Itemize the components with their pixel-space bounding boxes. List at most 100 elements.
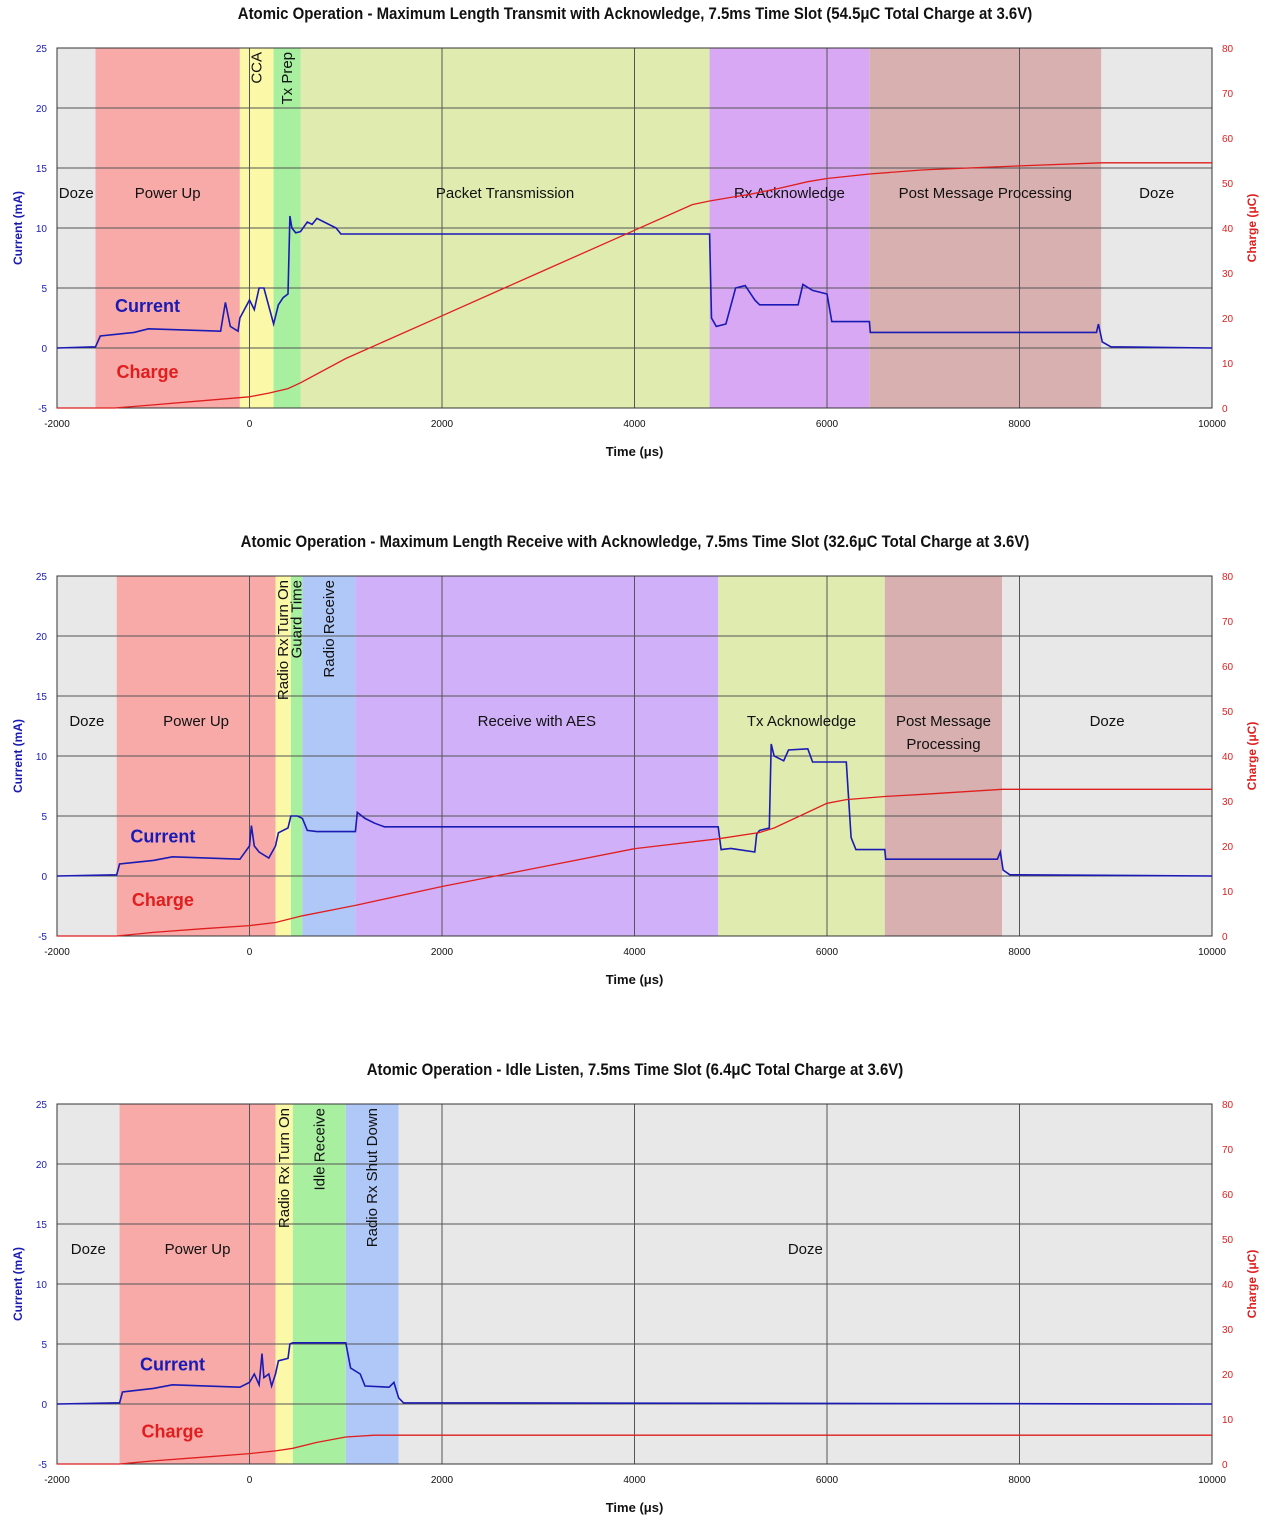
- series-line-current: [56, 743, 1213, 877]
- x-tick-label: 2000: [431, 947, 454, 958]
- y-tick-label: 25: [36, 572, 48, 583]
- phase-label: Radio Receive: [321, 580, 338, 678]
- x-tick-label: 10000: [1198, 947, 1226, 958]
- chart-panel-receive: Atomic Operation - Maximum Length Receiv…: [0, 528, 1270, 998]
- phase-label: Power Up: [165, 1241, 231, 1258]
- y2-axis-label: Charge (μC): [1245, 1250, 1259, 1319]
- y-tick-label: 15: [36, 1220, 48, 1231]
- y2-tick-label: 0: [1222, 404, 1228, 415]
- y2-tick-label: 80: [1222, 1100, 1234, 1111]
- series-line-charge: [57, 1434, 1212, 1465]
- x-tick-label: 8000: [1008, 1475, 1031, 1486]
- chart-idle-listen-svg: Doze Power Up Radio Rx Turn On Idle Receive…: [11, 1100, 1259, 1515]
- phase-label: Tx Prep: [279, 52, 296, 105]
- x-tick-label: 2000: [431, 419, 454, 430]
- chart-title: Atomic Operation - Idle Listen, 7.5ms Ti…: [366, 1060, 904, 1079]
- y2-axis-label: Charge (μC): [1245, 722, 1259, 791]
- phase-labels: Doze Power Up Radio Rx Turn On Idle Receive…: [71, 1108, 823, 1258]
- phase-label: Radio Rx Turn On: [275, 580, 292, 700]
- x-axis-label: Time (μs): [606, 972, 664, 987]
- y2-tick-label: 20: [1222, 842, 1234, 853]
- phase-label: Guard Time: [289, 580, 306, 658]
- phase-label: Idle Receive: [311, 1108, 328, 1191]
- y2-tick-label: 70: [1222, 617, 1234, 628]
- plot-frame: [56, 1103, 1213, 1465]
- phase-label: Power Up: [163, 713, 229, 730]
- phase-label: Doze: [69, 713, 104, 730]
- y2-tick-label: 60: [1222, 134, 1234, 145]
- series-label-current: Current: [130, 826, 195, 846]
- x-tick-label: 4000: [623, 1475, 646, 1486]
- y2-tick-label: 30: [1222, 1325, 1234, 1336]
- phase-label: Radio Rx Shut Down: [364, 1108, 381, 1247]
- series-label-current: Current: [115, 296, 180, 316]
- series-line-current: [56, 215, 1213, 349]
- y2-tick-label: 10: [1222, 359, 1234, 370]
- phase-label: Rx Acknowledge: [734, 185, 845, 202]
- series-label-charge: Charge: [132, 890, 194, 910]
- y-tick-label: 15: [36, 164, 48, 175]
- y2-tick-label: 20: [1222, 1370, 1234, 1381]
- x-axis-label: Time (μs): [606, 1500, 664, 1515]
- y2-tick-label: 80: [1222, 572, 1234, 583]
- series-label-charge: Charge: [141, 1422, 203, 1442]
- y-tick-label: 0: [41, 344, 47, 355]
- y2-tick-label: 40: [1222, 752, 1234, 763]
- y-tick-label: 5: [41, 812, 47, 823]
- phase-label: Post Message: [896, 713, 991, 730]
- y2-tick-label: 40: [1222, 224, 1234, 235]
- phase-label: Doze: [71, 1241, 106, 1258]
- x-tick-label: 8000: [1008, 419, 1031, 430]
- y-tick-label: 5: [41, 284, 47, 295]
- chart-title: Atomic Operation - Maximum Length Receiv…: [240, 532, 1030, 551]
- y2-tick-label: 30: [1222, 797, 1234, 808]
- phase-label: Doze: [788, 1241, 823, 1258]
- x-tick-label: 0: [247, 1475, 253, 1486]
- y2-tick-label: 40: [1222, 1280, 1234, 1291]
- phase-label: Radio Rx Turn On: [276, 1108, 293, 1228]
- y2-tick-label: 10: [1222, 887, 1234, 898]
- phase-label: Receive with AES: [478, 713, 596, 730]
- y2-tick-label: 60: [1222, 1190, 1234, 1201]
- y2-tick-label: 20: [1222, 314, 1234, 325]
- x-axis-label: Time (μs): [606, 444, 664, 459]
- phase-label: Doze: [1139, 185, 1174, 202]
- x-tick-label: 0: [247, 419, 253, 430]
- y-tick-label: 25: [36, 1100, 48, 1111]
- y2-tick-label: 50: [1222, 707, 1234, 718]
- plot-frame: [56, 575, 1213, 937]
- x-tick-label: 6000: [816, 947, 839, 958]
- y-tick-label: 10: [36, 1280, 48, 1291]
- series-line-charge: [57, 788, 1212, 937]
- y-tick-label: 0: [41, 872, 47, 883]
- y2-tick-label: 50: [1222, 179, 1234, 190]
- x-tick-label: 4000: [623, 419, 646, 430]
- phase-label: Tx Acknowledge: [747, 713, 856, 730]
- y2-tick-label: 0: [1222, 1460, 1228, 1471]
- x-tick-label: 6000: [816, 419, 839, 430]
- y-axis-label: Current (mA): [11, 191, 25, 265]
- x-tick-label: 6000: [816, 1475, 839, 1486]
- plot-frame: [56, 47, 1213, 409]
- x-tick-label: 8000: [1008, 947, 1031, 958]
- y2-tick-label: 30: [1222, 269, 1234, 280]
- y2-tick-label: 60: [1222, 662, 1234, 673]
- phase-label: Power Up: [135, 185, 201, 202]
- y-tick-label: 15: [36, 692, 48, 703]
- y-tick-label: 25: [36, 44, 48, 55]
- chart-panel-idle-listen: Atomic Operation - Idle Listen, 7.5ms Ti…: [0, 1056, 1270, 1520]
- y-tick-label: 20: [36, 1160, 48, 1171]
- x-tick-label: 0: [247, 947, 253, 958]
- y2-tick-label: 0: [1222, 932, 1228, 943]
- x-tick-label: 10000: [1198, 1475, 1226, 1486]
- y2-axis-label: Charge (μC): [1245, 194, 1259, 263]
- x-tick-label: -2000: [44, 1475, 70, 1486]
- y-tick-label: 0: [41, 1400, 47, 1411]
- phase-label: Packet Transmission: [436, 185, 574, 202]
- y2-tick-label: 70: [1222, 1145, 1234, 1156]
- phase-label: Doze: [59, 185, 94, 202]
- series-label-current: Current: [140, 1354, 205, 1374]
- y-tick-label: -5: [38, 1460, 47, 1471]
